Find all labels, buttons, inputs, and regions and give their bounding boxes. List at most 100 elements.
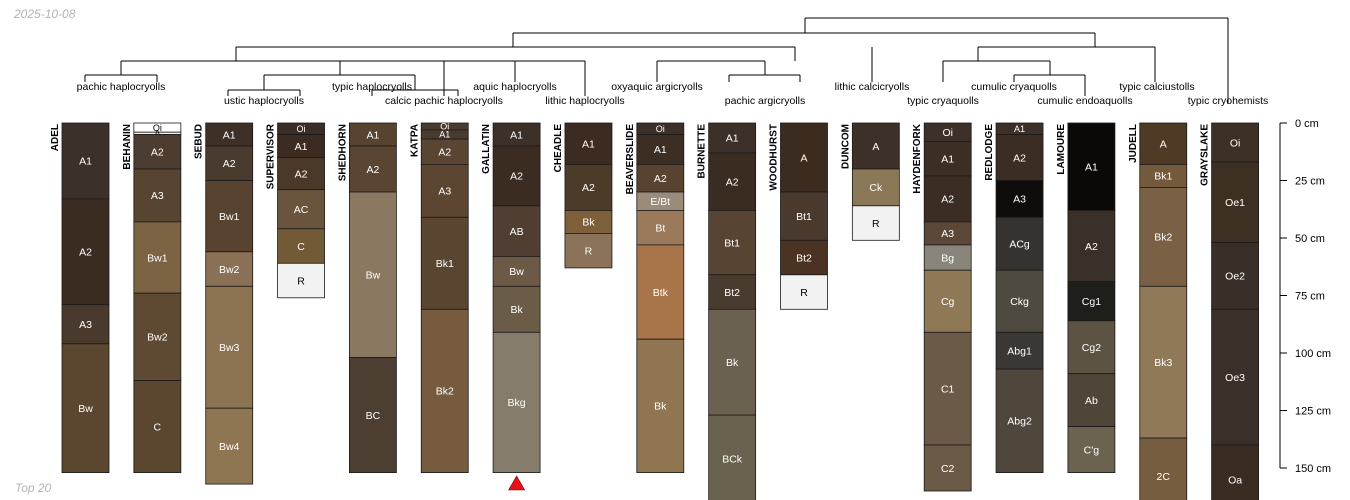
horizon (277, 262, 325, 299)
horizon (923, 444, 972, 492)
horizon-label: A (800, 152, 807, 164)
horizon-label: Oi (153, 123, 162, 133)
horizon (995, 216, 1044, 271)
profile-duncom: DUNCOM A Ck R (840, 122, 900, 241)
horizon (636, 163, 685, 193)
horizon (205, 180, 254, 253)
horizon-label: Abg1 (1007, 345, 1032, 357)
horizon (420, 216, 469, 310)
horizon (564, 122, 613, 165)
profile-cheadle: CHEADLE A1 A2 Bk R (553, 122, 613, 269)
horizon-label: Oe1 (1225, 197, 1245, 209)
horizon-label: A2 (366, 164, 379, 176)
horizon (133, 292, 182, 382)
horizon-label: A3 (1013, 194, 1026, 206)
taxon-label: lithic haplocryolls (545, 95, 624, 107)
horizon-label: C (154, 421, 162, 433)
horizon (133, 168, 182, 223)
horizon-label: Oi (297, 124, 306, 134)
horizon-label: Bk1 (436, 258, 454, 270)
horizon (277, 189, 325, 230)
horizon-label: A2 (654, 173, 667, 185)
profile-sebud: SEBUD A1 A2 Bw1 Bw2 Bw3 Bw4 (194, 122, 254, 485)
horizon-label: Cg1 (1082, 296, 1101, 308)
horizon-label: Bw2 (147, 332, 168, 344)
horizon-label: A1 (510, 129, 523, 141)
horizon-label: A1 (79, 156, 92, 168)
horizon (205, 145, 254, 181)
horizon-label: Bk (726, 357, 739, 369)
horizon-label: Abg2 (1007, 416, 1032, 428)
axis-tick-label: 125 cm (1295, 406, 1331, 418)
taxon-label: pachic argicryolls (725, 95, 806, 107)
horizon-label: A2 (1085, 241, 1098, 253)
horizon-label: Oe3 (1225, 372, 1245, 384)
profile-gallatin: GALLATIN A1 A2 AB Bw Bk Bkg (481, 122, 541, 473)
horizon-label: Oi (1230, 137, 1241, 149)
horizon (1211, 308, 1259, 446)
horizon-label: Bt2 (724, 287, 740, 299)
horizon-label: A1 (582, 138, 595, 150)
horizon (1067, 320, 1116, 375)
horizon-label: AB (510, 226, 524, 238)
profile-redlodge: REDLODGE A1 A2 A3 ACg Ckg Abg1 Abg2 (984, 122, 1044, 474)
horizon-label: R (585, 245, 593, 257)
profile-beaverslide: BEAVERSLIDE Oi A1 A2 E/Bt Bt Btk Bk (625, 122, 685, 474)
taxon-label: typic calciustolls (1119, 81, 1194, 93)
horizon (133, 134, 182, 170)
horizon-label: C (297, 241, 305, 253)
profile-burnette: BURNETTE A1 A2 Bt1 Bt2 Bk BCk (697, 122, 757, 500)
horizon (420, 163, 469, 218)
horizon-label: Bkg (508, 397, 526, 409)
horizon (708, 274, 757, 310)
profile-haydenfork: HAYDENFORK Oi A1 A2 A3 Bg Cg C1 C2 (912, 122, 972, 492)
horizon-label: A2 (295, 168, 308, 180)
horizon-label: Bw (509, 266, 524, 278)
horizon-label: A1 (366, 129, 379, 141)
horizon-label: Bk (510, 304, 523, 316)
horizon (1067, 426, 1116, 474)
taxon-label: lithic calcicryolls (835, 81, 910, 93)
horizon (708, 152, 757, 211)
taxon-label: typic cryohemists (1188, 95, 1269, 107)
horizon-label: A1 (726, 133, 739, 145)
horizon (61, 122, 110, 200)
profile-name: KATPA (409, 124, 420, 157)
axis-tick-label: 100 cm (1295, 348, 1331, 360)
horizon (995, 269, 1044, 333)
horizon-label: R (297, 275, 305, 287)
taxon-label: typic cryaquolls (907, 95, 979, 107)
profile-name: DUNCOM (840, 124, 851, 169)
horizon-label: A1 (295, 141, 308, 153)
profile-woodhurst: WOODHURST A Bt1 Bt2 R (769, 122, 828, 310)
horizon-label: Bw3 (219, 342, 240, 354)
horizon (492, 331, 541, 473)
horizon-label: Bk1 (1154, 171, 1172, 183)
horizon (133, 221, 182, 294)
horizon-label: A3 (151, 190, 164, 202)
horizon (1139, 285, 1188, 439)
profile-shedhorn: SHEDHORN A1 A2 Bw BC (337, 122, 397, 474)
horizon-label: Oa (1228, 474, 1242, 486)
taxon-label: aquic haplocryolls (473, 81, 556, 93)
horizon-label: Bk2 (1154, 232, 1172, 244)
horizon-label: A1 (439, 130, 450, 140)
horizon (492, 285, 541, 333)
horizon-label: A2 (438, 147, 451, 159)
horizon-label: A2 (941, 194, 954, 206)
horizon (851, 122, 900, 170)
horizon (851, 168, 900, 207)
profile-name: REDLODGE (984, 124, 995, 181)
horizon-label: Bk3 (1154, 357, 1172, 369)
profile-name: BURNETTE (697, 124, 708, 179)
profile-name: BEHANIN (122, 124, 133, 170)
profile-name: HAYDENFORK (912, 123, 923, 193)
profile-name: SEBUD (194, 124, 205, 159)
profile-name: SUPERVISOR (266, 123, 277, 189)
horizon-label: Bg (941, 252, 954, 264)
taxon-label: cumulic cryaquolls (971, 81, 1057, 93)
horizon-label: Ab (1085, 395, 1098, 407)
horizon-label: Bw (366, 270, 381, 282)
